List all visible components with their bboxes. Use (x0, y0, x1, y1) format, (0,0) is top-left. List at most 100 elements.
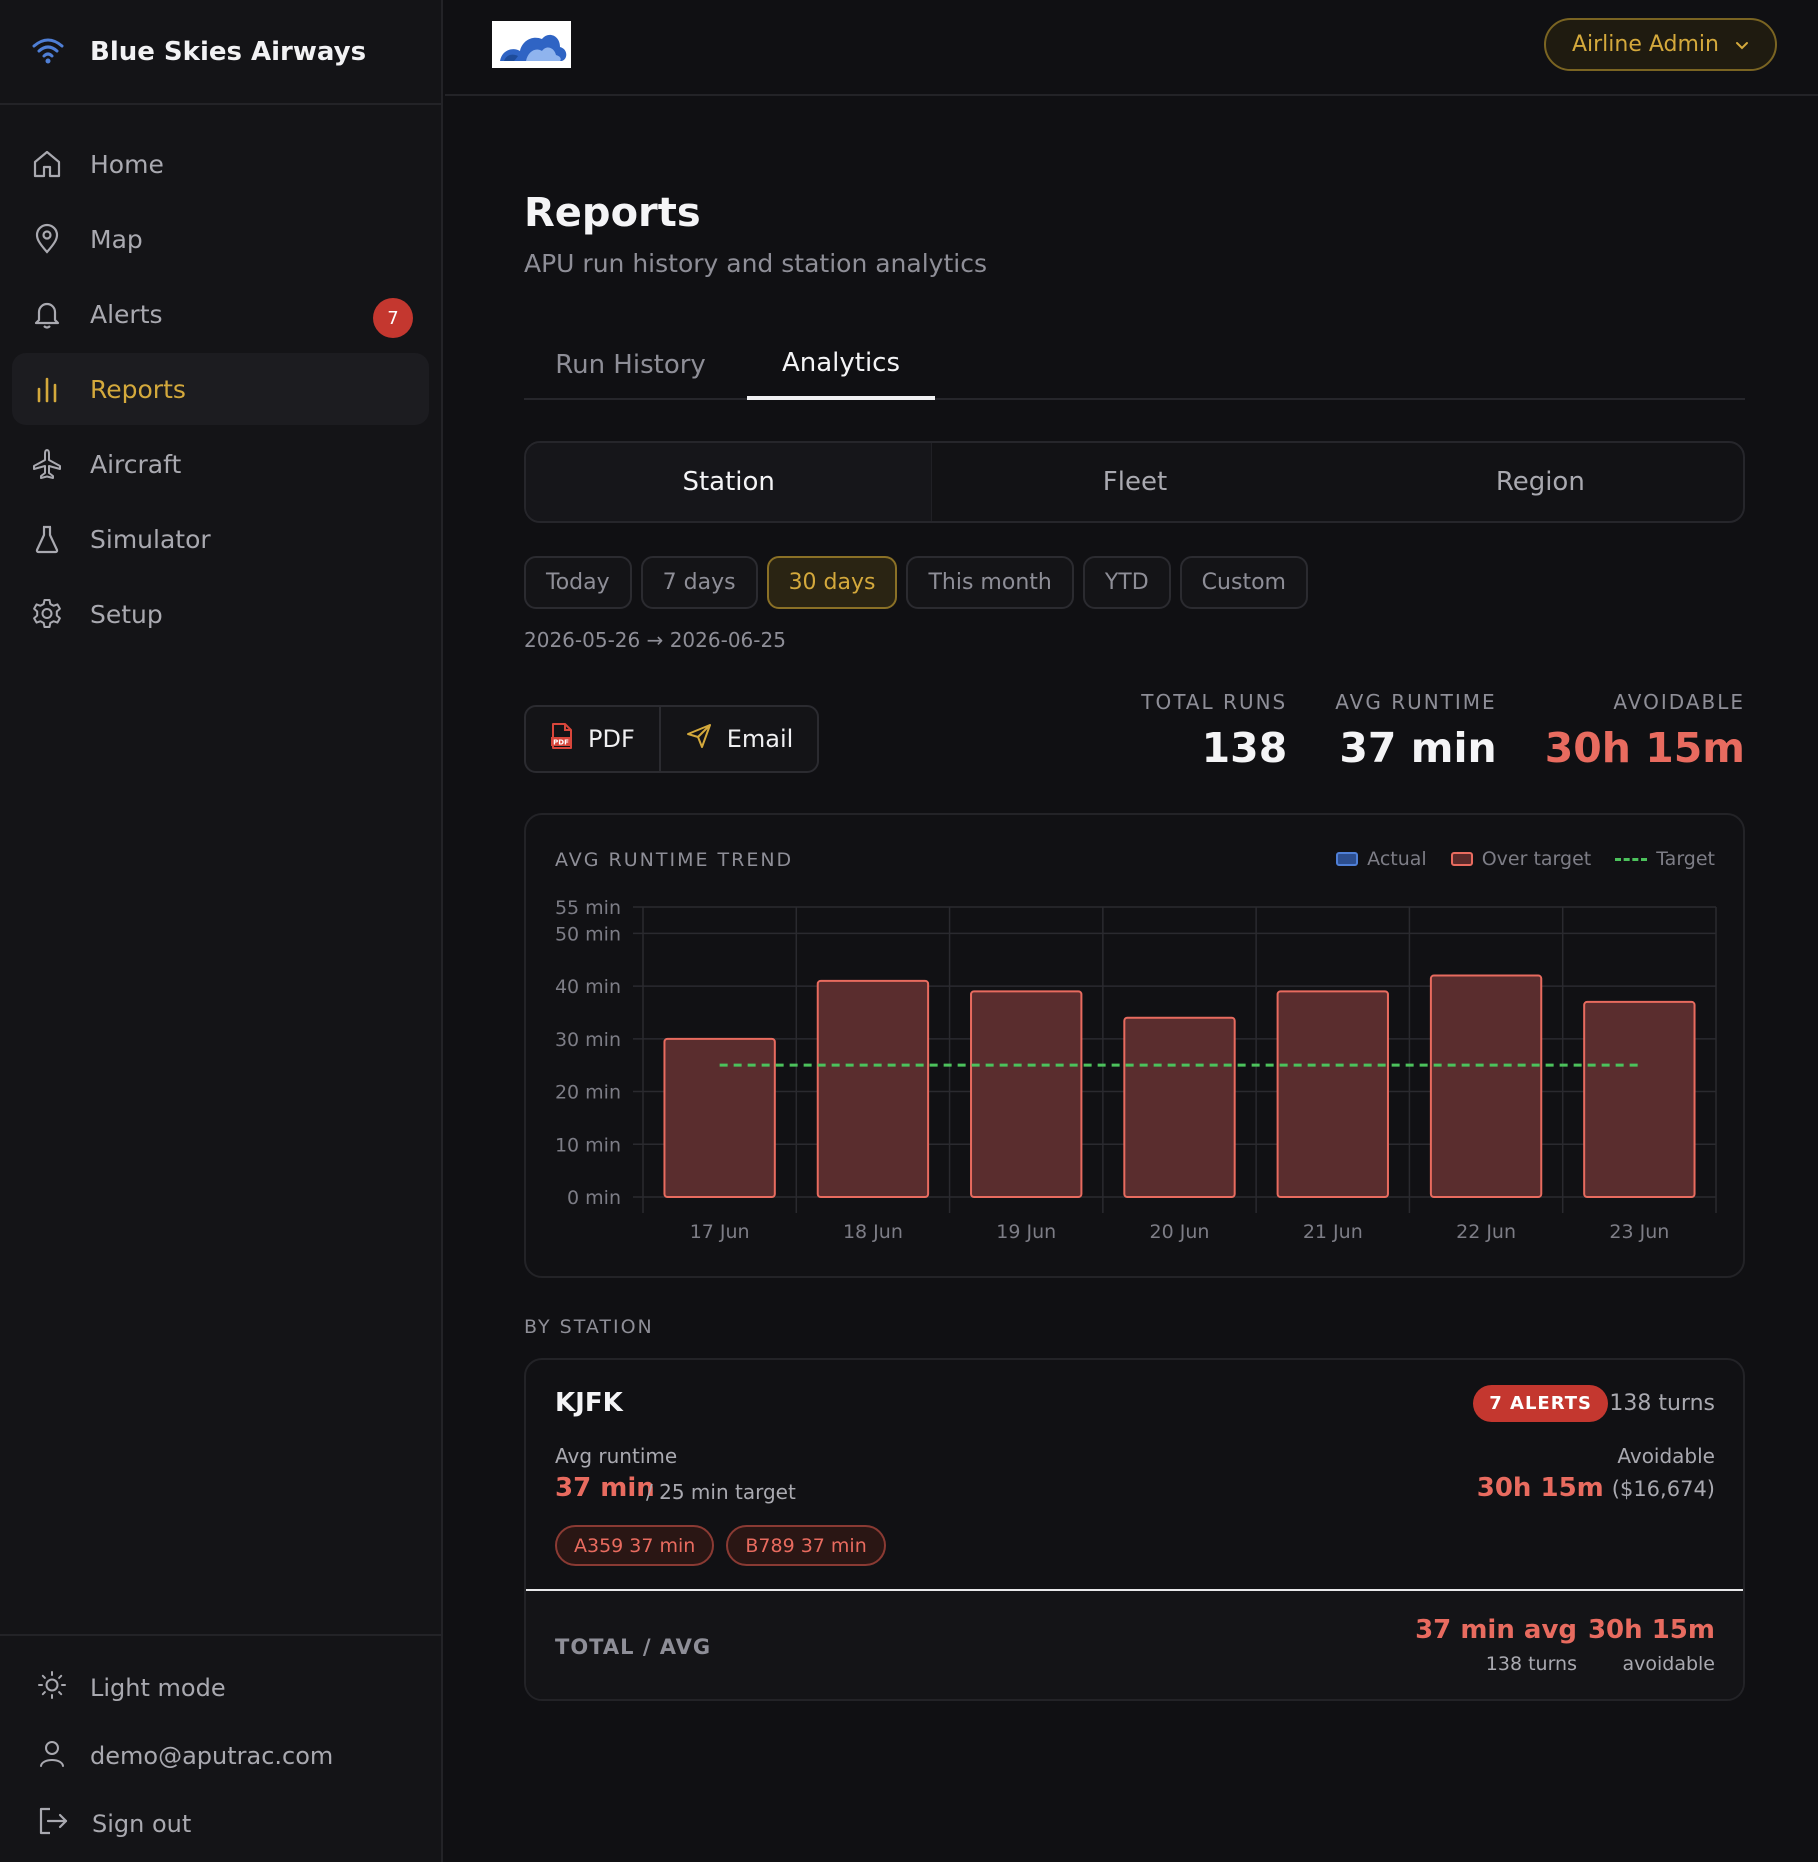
export-email-button[interactable]: Email (658, 707, 818, 771)
page-title: Reports (524, 190, 701, 236)
tab-analytics[interactable]: Analytics (747, 330, 935, 400)
send-icon (685, 722, 713, 756)
tab-run-history[interactable]: Run History (524, 330, 737, 400)
date-range-chips: Today 7 days 30 days This month YTD Cust… (524, 556, 1308, 609)
legend-item-target[interactable]: Target (1615, 848, 1715, 870)
x-tick-label: 20 Jun (1150, 1221, 1210, 1243)
y-tick-label: 55 min (555, 897, 621, 919)
bar-20-jun (1123, 1016, 1236, 1198)
legend-swatch (1615, 857, 1648, 861)
y-tick-label: 10 min (555, 1134, 621, 1156)
chart-legend: Actual Over target Target (1336, 848, 1715, 870)
kpi-label: TOTAL RUNS (1141, 690, 1288, 714)
x-tick-label: 18 Jun (843, 1221, 903, 1243)
range-today[interactable]: Today (524, 556, 632, 609)
kpi-avoidable: AVOIDABLE 30h 15m (1545, 690, 1745, 772)
legend-item-over-target[interactable]: Over target (1450, 848, 1592, 870)
legend-swatch (1336, 852, 1359, 866)
kpi-total-runs: TOTAL RUNS 138 (1141, 690, 1287, 772)
range-this-month[interactable]: This month (906, 556, 1074, 609)
sidebar-item-map[interactable]: Map (12, 203, 429, 275)
sidebar-item-label: Home (90, 149, 164, 179)
export-group: PDF PDF Email (524, 705, 820, 773)
sidebar-footer: Light mode demo@aputrac.com Sign out (0, 1634, 441, 1862)
role-selector[interactable]: Airline Admin (1543, 18, 1777, 71)
legend-label: Actual (1367, 848, 1427, 870)
sun-icon (36, 1669, 68, 1707)
chevron-down-icon (1735, 32, 1749, 57)
tab-label: Analytics (781, 348, 901, 378)
x-tick-label: 22 Jun (1456, 1221, 1516, 1243)
legend-item-actual[interactable]: Actual (1336, 848, 1427, 870)
sidebar-item-simulator[interactable]: Simulator (12, 503, 429, 575)
pdf-file-icon: PDF (550, 722, 574, 756)
export-pdf-button[interactable]: PDF PDF (526, 707, 659, 771)
user-account[interactable]: demo@aputrac.com (0, 1722, 441, 1790)
gear-icon (29, 596, 65, 632)
sidebar-item-label: Setup (90, 599, 163, 629)
date-range-text: 2026-05-26 → 2026-06-25 (524, 628, 786, 652)
home-icon (29, 146, 65, 182)
y-tick-label: 50 min (555, 923, 621, 945)
legend-label: Target (1656, 848, 1715, 870)
sign-out-icon (36, 1805, 70, 1843)
runtime-trend-chart: 0 min 10 min 20 min 30 min 40 min 50 min 55 mi… (555, 897, 1717, 1243)
x-tick-label: 23 Jun (1609, 1221, 1669, 1243)
sidebar-item-home[interactable]: Home (12, 128, 429, 200)
total-avoidable-sub: avoidable (1622, 1653, 1715, 1675)
range-custom[interactable]: Custom (1179, 556, 1308, 609)
brand[interactable]: Blue Skies Airways (0, 0, 441, 105)
airline-logo[interactable] (492, 21, 571, 68)
total-avoidable-cell: 30h 15m avoidable (1588, 1615, 1715, 1675)
sidebar-item-aircraft[interactable]: Aircraft (12, 428, 429, 500)
range-7-days[interactable]: 7 days (640, 556, 758, 609)
sidebar-item-reports[interactable]: Reports (12, 353, 429, 425)
legend-label: Over target (1481, 848, 1592, 870)
station-card-kjfk[interactable]: KJFK 7 ALERTS 138 turns Avg runtime 37 m… (524, 1358, 1745, 1701)
avoidable-cost: ($16,674) (1611, 1477, 1715, 1501)
segment-fleet[interactable]: Fleet (932, 443, 1337, 521)
sidebar-item-label: Aircraft (90, 449, 182, 479)
station-turns: 138 turns (1609, 1391, 1715, 1416)
sign-out-button[interactable]: Sign out (0, 1790, 441, 1858)
export-email-label: Email (726, 725, 794, 753)
svg-text:PDF: PDF (553, 739, 569, 747)
aircraft-type-pills: A359 37 min B789 37 min (555, 1525, 886, 1566)
total-label: TOTAL / AVG (555, 1635, 712, 1659)
total-avg-value: 37 min avg (1415, 1615, 1577, 1645)
chart-title: AVG RUNTIME TREND (555, 849, 794, 871)
aircraft-type-pill[interactable]: A359 37 min (555, 1525, 715, 1566)
bar-23-jun (1583, 1000, 1696, 1198)
sidebar-item-label: Map (90, 224, 143, 254)
kpi-avg-runtime: AVG RUNTIME 37 min (1335, 690, 1496, 772)
sidebar-item-setup[interactable]: Setup (12, 578, 429, 650)
sidebar-item-label: Simulator (90, 524, 211, 554)
sidebar: Blue Skies Airways Home Map Alerts 7 (0, 0, 443, 1862)
sidebar-item-alerts[interactable]: Alerts 7 (12, 278, 429, 350)
bar-21-jun (1276, 990, 1389, 1198)
station-alerts-badge[interactable]: 7 ALERTS (1473, 1385, 1608, 1422)
segment-station[interactable]: Station (526, 443, 933, 521)
y-tick-label: 20 min (555, 1082, 621, 1104)
brand-name: Blue Skies Airways (90, 36, 367, 67)
sidebar-item-label: Alerts (90, 299, 163, 329)
sidebar-nav: Home Map Alerts 7 Reports Aircraft (0, 105, 441, 650)
kpi-value: 37 min (1339, 724, 1497, 772)
range-30-days[interactable]: 30 days (766, 556, 898, 609)
report-tabs: Run History Analytics (524, 330, 1745, 400)
range-ytd[interactable]: YTD (1082, 556, 1171, 609)
aircraft-type-pill[interactable]: B789 37 min (726, 1525, 886, 1566)
export-pdf-label: PDF (588, 725, 635, 753)
segment-region[interactable]: Region (1338, 443, 1743, 521)
theme-toggle[interactable]: Light mode (0, 1654, 441, 1722)
x-tick-label: 19 Jun (996, 1221, 1056, 1243)
segment-label: Fleet (1102, 467, 1168, 497)
avg-runtime-label: Avg runtime (555, 1444, 678, 1468)
bar-18-jun (816, 979, 930, 1198)
user-email: demo@aputrac.com (90, 1742, 334, 1770)
page-subtitle: APU run history and station analytics (524, 249, 987, 278)
kpi-summary: TOTAL RUNS 138 AVG RUNTIME 37 min AVOIDA… (1141, 690, 1745, 772)
avoidable-time: 30h 15m (1476, 1473, 1604, 1503)
by-station-heading: BY STATION (524, 1316, 654, 1338)
avoidable-label: Avoidable (1617, 1444, 1715, 1468)
